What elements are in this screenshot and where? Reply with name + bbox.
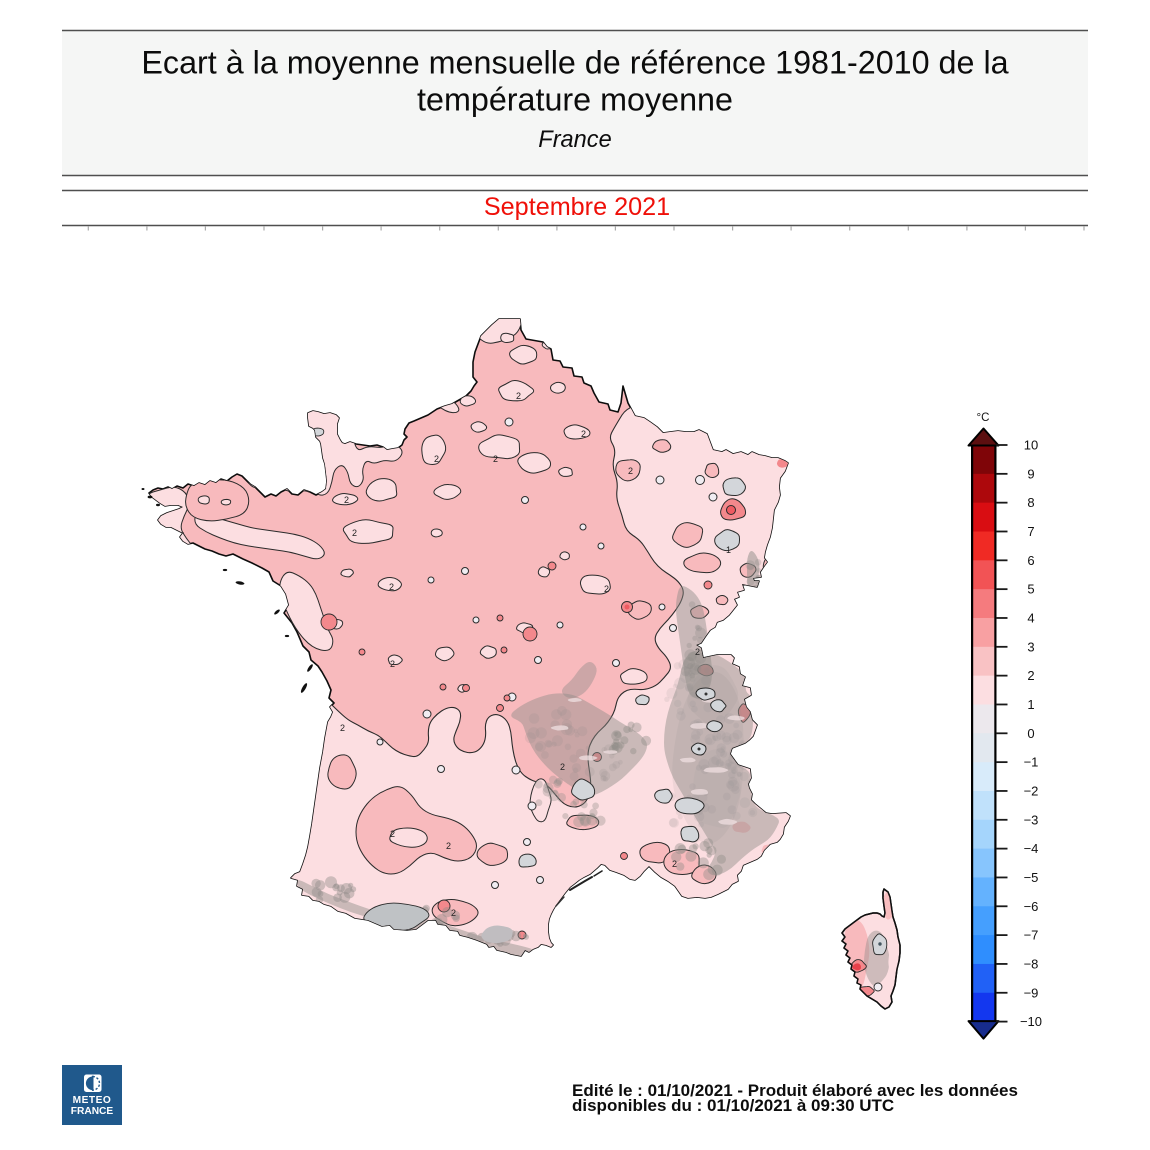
svg-text:Septembre 2021: Septembre 2021 (484, 193, 670, 221)
svg-text:−1: −1 (1024, 755, 1039, 770)
svg-text:−2: −2 (1024, 783, 1039, 798)
svg-text:2: 2 (451, 908, 456, 918)
svg-text:2: 2 (389, 582, 394, 592)
svg-text:0: 0 (1027, 726, 1034, 741)
svg-text:2: 2 (340, 723, 345, 733)
svg-text:5: 5 (1027, 582, 1034, 597)
svg-text:2: 2 (344, 495, 349, 505)
svg-text:−6: −6 (1024, 899, 1039, 914)
svg-text:8: 8 (1027, 495, 1034, 510)
svg-text:−8: −8 (1024, 956, 1039, 971)
svg-text:−9: −9 (1024, 985, 1039, 1000)
svg-text:METEO: METEO (73, 1095, 112, 1106)
svg-text:3: 3 (1027, 639, 1034, 654)
svg-text:2: 2 (434, 454, 439, 464)
svg-text:température moyenne: température moyenne (417, 82, 733, 118)
svg-text:−3: −3 (1024, 812, 1039, 827)
svg-text:−5: −5 (1024, 870, 1039, 885)
svg-text:2: 2 (581, 429, 586, 439)
svg-text:°C: °C (977, 412, 990, 424)
svg-text:disponibles du : 01/10/2021 à: disponibles du : 01/10/2021 à 09:30 UTC (572, 1096, 894, 1115)
svg-text:1: 1 (726, 545, 731, 555)
svg-text:France: France (538, 127, 611, 153)
svg-text:2: 2 (390, 659, 395, 669)
svg-text:2: 2 (695, 647, 700, 657)
svg-text:2: 2 (446, 841, 451, 851)
svg-text:2: 2 (560, 762, 565, 772)
svg-text:9: 9 (1027, 466, 1034, 481)
svg-text:−7: −7 (1024, 928, 1039, 943)
svg-text:FRANCE: FRANCE (71, 1106, 114, 1117)
svg-text:2: 2 (390, 829, 395, 839)
svg-text:Edité le : 01/10/2021 - Produi: Edité le : 01/10/2021 - Produit élaboré … (572, 1081, 1018, 1100)
svg-text:2: 2 (352, 528, 357, 538)
svg-text:−10: −10 (1020, 1014, 1042, 1029)
svg-text:10: 10 (1024, 438, 1038, 453)
svg-text:2: 2 (604, 584, 609, 594)
svg-text:2: 2 (672, 859, 677, 869)
svg-text:Ecart à la moyenne mensuelle d: Ecart à la moyenne mensuelle de référenc… (141, 45, 1008, 81)
svg-text:2: 2 (1027, 668, 1034, 683)
svg-text:1: 1 (1027, 697, 1034, 712)
svg-text:2: 2 (628, 466, 633, 476)
svg-text:7: 7 (1027, 524, 1034, 539)
svg-text:2: 2 (297, 659, 302, 669)
svg-text:2: 2 (516, 391, 521, 401)
svg-text:2: 2 (493, 454, 498, 464)
svg-text:6: 6 (1027, 553, 1034, 568)
svg-text:4: 4 (1027, 610, 1034, 625)
svg-text:−4: −4 (1024, 841, 1039, 856)
